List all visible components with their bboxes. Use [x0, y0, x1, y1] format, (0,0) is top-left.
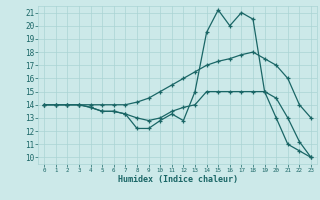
X-axis label: Humidex (Indice chaleur): Humidex (Indice chaleur)	[118, 175, 238, 184]
